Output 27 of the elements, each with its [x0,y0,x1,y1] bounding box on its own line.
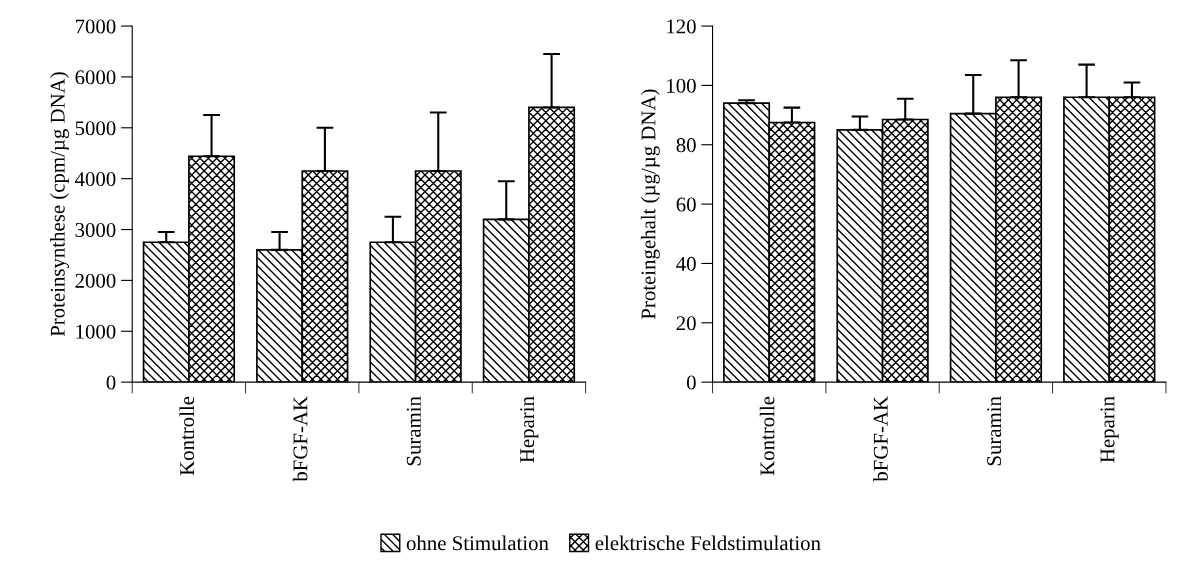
y-tick-label: 80 [676,138,696,153]
y-tick-label: 0 [106,375,116,390]
y-tick-label: 20 [676,316,696,331]
legend-label: elektrische Feldstimulation [595,535,821,551]
y-tick-label: 3000 [75,222,116,237]
y-tick-label: 40 [676,256,696,271]
x-tick-label: Kontrolle [759,396,775,476]
y-tick-label: 0 [686,375,696,390]
x-tick-label: Heparin [1100,396,1119,463]
y-tick-label: 6000 [75,70,116,85]
y-tick-label: 100 [667,78,696,93]
y-axis-title: Proteingehalt (µg/µg DNA) [640,89,660,320]
y-tick-label: 5000 [75,121,116,136]
legend-label: ohne Stimulation [406,535,549,551]
y-tick-label: 120 [667,19,696,34]
x-tick-label: Suramin [406,396,421,466]
y-tick-label: 2000 [75,273,116,288]
y-tick-label: 7000 [75,19,116,34]
y-axis-title: Proteinsynthese (cpm/µg DNA) [50,72,70,337]
x-tick-label: bFGF-AK [292,396,308,482]
x-tick-label: Heparin [520,396,539,463]
x-tick-label: Suramin [987,396,1002,466]
y-tick-label: 4000 [74,172,116,187]
y-tick-label: 60 [676,197,696,212]
x-tick-label: bFGF-AK [873,396,888,482]
x-tick-label: Kontrolle [179,396,195,476]
y-tick-label: 1000 [76,324,116,339]
